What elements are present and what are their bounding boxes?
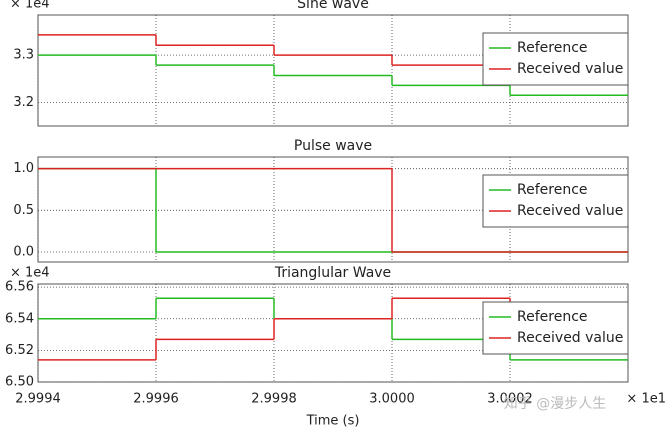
legend-box	[482, 32, 629, 86]
y-tick-label: 1.0	[13, 161, 34, 176]
legend-box	[482, 174, 629, 228]
x-tick-label: 2.9998	[251, 392, 297, 407]
y-tick-label: 6.56	[5, 280, 34, 295]
y-offset-label: × 1e4	[10, 266, 50, 281]
y-tick-label: 0.0	[13, 245, 34, 260]
y-tick-label: 3.3	[13, 48, 34, 63]
legend-label: Reference	[517, 309, 588, 325]
y-offset-label: × 1e4	[10, 0, 50, 12]
legend-label: Received value	[517, 203, 623, 219]
legend-label: Reference	[517, 40, 588, 56]
y-tick-label: 6.50	[5, 375, 34, 390]
x-tick-label: 3.0002	[487, 392, 533, 407]
subplot-title: Sine wave	[297, 0, 369, 12]
watermark: 知乎 @漫步人生	[504, 395, 606, 412]
x-axis-label: Time (s)	[306, 414, 360, 429]
x-offset-label: × 1e1	[626, 392, 666, 407]
y-tick-label: 0.5	[13, 203, 34, 218]
x-tick-label: 2.9994	[15, 392, 61, 407]
subplot-title: Pulse wave	[294, 138, 372, 154]
y-tick-label: 3.2	[13, 95, 34, 110]
legend-box	[482, 301, 629, 355]
y-tick-label: 6.54	[5, 311, 34, 326]
subplot-title: Trianglular Wave	[274, 265, 391, 281]
legend-label: Received value	[517, 330, 623, 346]
x-tick-label: 2.9996	[133, 392, 179, 407]
x-tick-label: 3.0000	[369, 392, 415, 407]
y-tick-label: 6.52	[5, 343, 34, 358]
legend-label: Received value	[517, 61, 623, 77]
legend-label: Reference	[517, 182, 588, 198]
